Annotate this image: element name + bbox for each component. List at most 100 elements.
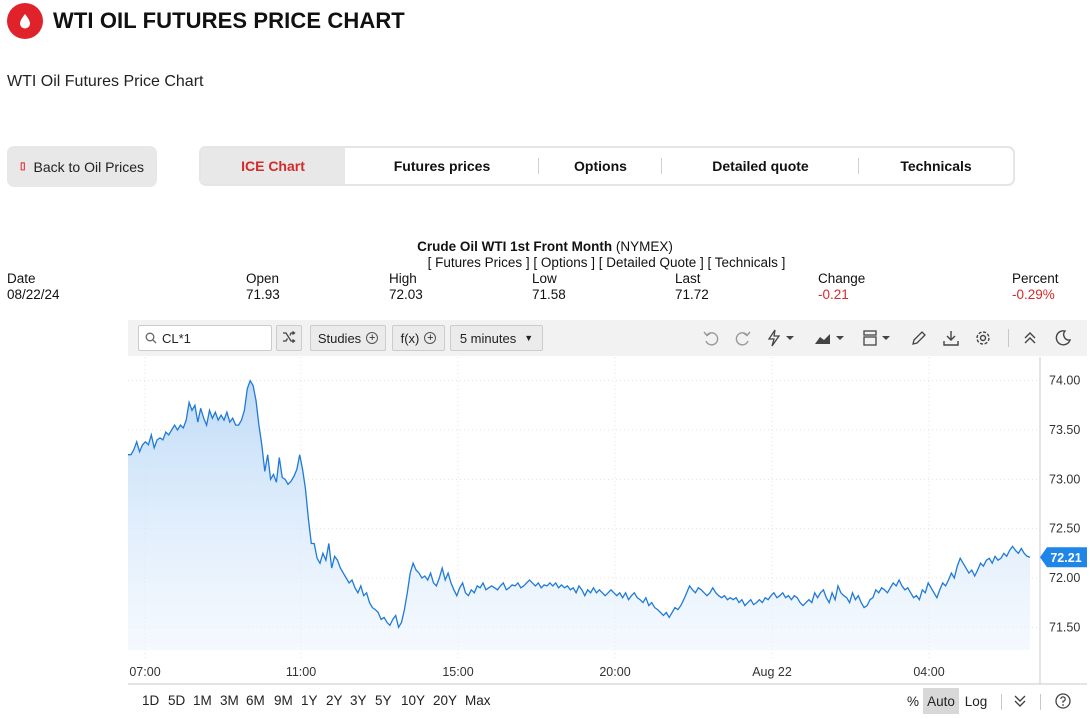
tab-label: ICE Chart xyxy=(241,158,305,174)
range-option-10y[interactable]: 10Y xyxy=(401,693,426,708)
compare-button[interactable] xyxy=(276,325,302,351)
help-icon[interactable] xyxy=(1054,692,1072,715)
tab-options[interactable]: Options xyxy=(539,148,662,184)
quote-value: 71.93 xyxy=(246,287,280,302)
range-option-3y[interactable]: 3Y xyxy=(350,693,367,708)
range-option-6m[interactable]: 6M xyxy=(246,693,265,708)
price-line xyxy=(128,379,1031,630)
tab-label: Futures prices xyxy=(393,158,491,174)
quote-col-change: Change -0.21 xyxy=(818,271,865,303)
instrument-name: Crude Oil WTI 1st Front Month xyxy=(417,239,613,254)
quote-col-high: High 72.03 xyxy=(389,271,423,303)
symbol-search-input[interactable]: CL*1 xyxy=(138,325,272,351)
x-tick-label: Aug 22 xyxy=(752,665,792,679)
tab-label: Options xyxy=(574,158,627,174)
range-option-1y[interactable]: 1Y xyxy=(301,693,318,708)
quote-value: 08/22/24 xyxy=(7,287,60,302)
studies-label: Studies xyxy=(317,330,362,346)
x-tick-label: 04:00 xyxy=(913,665,944,679)
y-tick-label: 72.50 xyxy=(1049,522,1080,536)
quote-value: -0.29% xyxy=(1012,287,1055,302)
range-bar: 1D 5D 1M 3M 6M 9M 1Y 2Y 3Y 5Y 10Y 20Y Max% Auto Log xyxy=(128,686,1087,716)
price-area xyxy=(128,380,1030,650)
tab-technicals[interactable]: Technicals xyxy=(859,148,1013,184)
gear-icon[interactable] xyxy=(974,328,992,348)
lightning-icon[interactable] xyxy=(766,328,796,348)
range-option-1d[interactable]: 1D xyxy=(142,693,160,708)
range-option-5y[interactable]: 5Y xyxy=(375,693,392,708)
range-option-max[interactable]: Max xyxy=(465,693,491,708)
quote-col-open: Open 71.93 xyxy=(246,271,280,303)
search-icon xyxy=(145,332,157,344)
layout-icon[interactable] xyxy=(862,328,892,348)
x-tick-label: 15:00 xyxy=(442,665,473,679)
page-subtitle: WTI Oil Futures Price Chart xyxy=(7,73,204,90)
quote-label: Date xyxy=(7,271,36,286)
quote-title: Crude Oil WTI 1st Front Month (NYMEX) xyxy=(0,239,1090,254)
quote-label: Change xyxy=(818,271,866,286)
undo-icon[interactable] xyxy=(702,328,720,348)
quote-label: Last xyxy=(675,271,701,286)
quote-col-low: Low 71.58 xyxy=(532,271,566,303)
back-button-label: Back to Oil Prices xyxy=(33,158,144,175)
plus-circle-icon: + xyxy=(366,332,379,344)
tab-divider xyxy=(858,158,859,174)
interval-select[interactable]: 5 minutes ▼ xyxy=(450,325,543,351)
tab-futures-prices[interactable]: Futures prices xyxy=(345,148,539,184)
scale-option-percent[interactable]: % xyxy=(906,693,919,709)
chart-type-icon[interactable] xyxy=(814,328,846,348)
x-tick-label: 20:00 xyxy=(599,665,630,679)
shuffle-icon xyxy=(282,330,296,346)
quote-value: 71.58 xyxy=(532,287,566,302)
last-price-badge xyxy=(1040,547,1087,568)
y-tick-label: 73.00 xyxy=(1049,472,1080,486)
x-tick-label: 11:00 xyxy=(286,665,316,679)
download-icon[interactable] xyxy=(942,328,960,348)
range-option-20y[interactable]: 20Y xyxy=(433,693,458,708)
page-header: WTI OIL FUTURES PRICE CHART xyxy=(7,2,405,40)
redo-icon[interactable] xyxy=(734,328,752,348)
tab-divider xyxy=(661,158,662,174)
collapse-icon[interactable] xyxy=(1022,328,1038,348)
tab-label: Detailed quote xyxy=(712,158,809,174)
page-title: WTI OIL FUTURES PRICE CHART xyxy=(53,8,405,33)
y-tick-label: 71.50 xyxy=(1049,620,1080,634)
quote-links[interactable]: [ Futures Prices ] [ Options ] [ Detaile… xyxy=(427,255,786,270)
tab-divider xyxy=(538,158,539,174)
bar-divider xyxy=(1040,694,1041,710)
range-option-9m[interactable]: 9M xyxy=(274,693,293,708)
quote-label: Percent xyxy=(1012,271,1059,286)
scale-option-log[interactable]: Log xyxy=(964,693,988,709)
studies-button[interactable]: Studies + xyxy=(310,325,386,351)
quote-label: High xyxy=(389,271,417,286)
quote-value: 72.03 xyxy=(389,287,423,302)
y-tick-label: 73.50 xyxy=(1049,423,1080,437)
quote-label: Low xyxy=(532,271,557,286)
pencil-icon[interactable] xyxy=(910,328,928,348)
bar-divider xyxy=(1001,694,1002,710)
scale-option-auto[interactable]: Auto xyxy=(923,688,959,714)
y-tick-label: 74.00 xyxy=(1049,374,1080,388)
fx-button[interactable]: f(x) + xyxy=(392,325,445,351)
moon-icon[interactable] xyxy=(1054,328,1072,348)
range-option-3m[interactable]: 3M xyxy=(220,693,239,708)
quote-label: Open xyxy=(246,271,280,286)
chevrons-down-icon[interactable] xyxy=(1012,692,1028,715)
chevron-down-icon: ▼ xyxy=(524,333,534,343)
range-option-1m[interactable]: 1M xyxy=(193,693,212,708)
chart-toolbar: CL*1 Studies + f(x) + 5 minutes ▼ xyxy=(128,320,1087,356)
exchange-name: (NYMEX) xyxy=(615,239,673,254)
quote-col-percent: Percent -0.29% xyxy=(1012,271,1059,303)
toolbar-divider xyxy=(1008,329,1009,347)
x-tick-label: 07:00 xyxy=(129,665,160,679)
range-option-5d[interactable]: 5D xyxy=(168,693,186,708)
quote-col-last: Last 71.72 xyxy=(675,271,709,303)
tab-detailed-quote[interactable]: Detailed quote xyxy=(662,148,859,184)
back-to-oil-prices-button[interactable]: ▯ Back to Oil Prices xyxy=(7,146,157,187)
last-price-label: 72.21 xyxy=(1050,551,1081,565)
tab-ice-chart[interactable]: ICE Chart xyxy=(201,148,345,184)
symbol-value: CL*1 xyxy=(162,330,191,346)
tab-bar: ICE Chart Futures prices Options Detaile… xyxy=(199,146,1015,186)
range-option-2y[interactable]: 2Y xyxy=(326,693,343,708)
